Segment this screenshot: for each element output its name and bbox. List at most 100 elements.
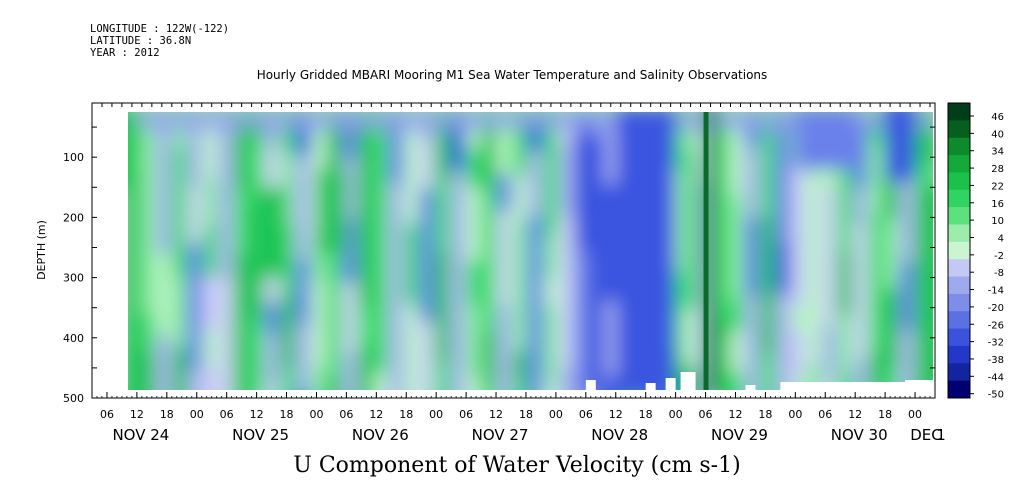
colorbar-swatch bbox=[948, 189, 970, 208]
missing-data bbox=[665, 378, 676, 390]
y-tick-label: 400 bbox=[63, 332, 84, 345]
x-hour-tick-label: 12 bbox=[369, 408, 383, 421]
x-hour-tick-label: 18 bbox=[160, 408, 174, 421]
colorbar-swatch bbox=[948, 293, 970, 312]
x-hour-tick-label: 18 bbox=[280, 408, 294, 421]
x-hour-tick-label: 06 bbox=[699, 408, 713, 421]
missing-data bbox=[780, 382, 906, 390]
x-hour-tick-label: 00 bbox=[190, 408, 204, 421]
variable-label: U Component of Water Velocity (cm s-1) bbox=[293, 453, 741, 478]
x-hour-tick-label: 00 bbox=[309, 408, 323, 421]
jet-stripe bbox=[703, 112, 709, 390]
x-hour-tick-label: 06 bbox=[579, 408, 593, 421]
latitude-label: LATITUDE : 36.8N bbox=[90, 35, 192, 47]
heatmap-region bbox=[705, 112, 716, 390]
colorbar-swatch bbox=[948, 276, 970, 295]
x-day-label: 1 bbox=[936, 426, 946, 444]
colorbar-label: -38 bbox=[988, 355, 1004, 366]
colorbar-label: 22 bbox=[991, 181, 1004, 192]
y-tick-label: 200 bbox=[63, 211, 84, 224]
heatmap-region bbox=[316, 169, 347, 254]
x-hour-tick-label: 06 bbox=[220, 408, 234, 421]
heatmap-cell bbox=[155, 384, 178, 390]
heatmap-blobs bbox=[128, 112, 933, 390]
x-day-label: NOV 24 bbox=[112, 426, 169, 444]
colorbar-swatch bbox=[948, 103, 970, 121]
y-tick-label: 300 bbox=[63, 272, 84, 285]
year-label: YEAR : 2012 bbox=[90, 47, 160, 59]
x-hour-tick-label: 06 bbox=[100, 408, 114, 421]
missing-data bbox=[745, 385, 756, 390]
colorbar-label: 28 bbox=[991, 164, 1004, 175]
heatmap-cell bbox=[744, 378, 766, 390]
y-tick-label: 500 bbox=[63, 392, 84, 405]
heatmap-cell bbox=[295, 389, 317, 390]
x-hour-tick-label: 18 bbox=[519, 408, 533, 421]
x-hour-tick-label: 12 bbox=[728, 408, 742, 421]
colorbar-swatch bbox=[948, 207, 970, 225]
colorbar-label: 10 bbox=[991, 216, 1004, 227]
colorbar-swatch bbox=[948, 241, 970, 260]
y-axis-label: DEPTH (m) bbox=[35, 220, 48, 280]
heatmap-region bbox=[915, 187, 933, 390]
colorbar-swatch bbox=[948, 155, 970, 173]
longitude-label: LONGITUDE : 122W(-122) bbox=[90, 23, 230, 35]
colorbar-swatch bbox=[948, 311, 970, 330]
heatmap-cell bbox=[542, 382, 565, 390]
colorbar-frame bbox=[947, 102, 971, 399]
colorbar-swatch bbox=[948, 224, 970, 243]
heatmap-region bbox=[885, 112, 916, 182]
colorbar-label: -50 bbox=[988, 390, 1004, 401]
colorbar-label: -20 bbox=[988, 303, 1004, 314]
x-day-label: NOV 25 bbox=[232, 426, 289, 444]
plot-frame bbox=[91, 102, 936, 399]
colorbar-label: 40 bbox=[991, 129, 1004, 140]
colorbar-label: -26 bbox=[988, 320, 1004, 331]
colorbar-label: 46 bbox=[991, 112, 1004, 123]
heatmap-cell bbox=[450, 387, 472, 390]
x-hour-tick-label: 18 bbox=[878, 408, 892, 421]
x-hour-tick-label: 12 bbox=[130, 408, 144, 421]
heatmap-region bbox=[615, 112, 676, 390]
x-hour-tick-label: 18 bbox=[758, 408, 772, 421]
x-day-label: DEC bbox=[910, 426, 942, 444]
no-data-left bbox=[93, 104, 128, 398]
colorbar-label: -44 bbox=[988, 372, 1004, 383]
colorbar-label: -32 bbox=[988, 338, 1004, 349]
colorbar-label: -2 bbox=[994, 251, 1004, 262]
x-day-label: NOV 26 bbox=[352, 426, 409, 444]
x-day-label: NOV 29 bbox=[711, 426, 768, 444]
heatmap-region bbox=[795, 112, 856, 170]
colorbar-swatch bbox=[948, 328, 970, 347]
x-hour-tick-label: 00 bbox=[429, 408, 443, 421]
colorbar-swatch bbox=[948, 120, 970, 139]
x-hour-tick-label: 12 bbox=[848, 408, 862, 421]
missing-data bbox=[680, 372, 696, 390]
x-hour-tick-label: 06 bbox=[818, 408, 832, 421]
x-day-label: NOV 28 bbox=[591, 426, 648, 444]
missing-data bbox=[645, 383, 656, 390]
missing-data bbox=[905, 380, 933, 390]
x-hour-tick-label: 00 bbox=[788, 408, 802, 421]
x-hour-tick-label: 18 bbox=[399, 408, 413, 421]
x-hour-tick-label: 00 bbox=[549, 408, 563, 421]
colorbar-swatch bbox=[948, 345, 970, 364]
colorbar-swatch bbox=[948, 380, 970, 399]
colorbar-swatch bbox=[948, 259, 970, 278]
colorbar-swatch bbox=[948, 172, 970, 191]
heatmap-region bbox=[256, 187, 287, 278]
colorbar-label: 16 bbox=[991, 199, 1004, 210]
heatmap-field bbox=[128, 112, 933, 390]
x-hour-tick-label: 12 bbox=[250, 408, 264, 421]
colorbar-swatch bbox=[948, 363, 970, 382]
x-day-label: NOV 30 bbox=[831, 426, 888, 444]
missing-data bbox=[585, 380, 596, 390]
colorbar-label: 4 bbox=[998, 233, 1004, 244]
heatmap-cell bbox=[481, 385, 503, 390]
x-day-label: NOV 27 bbox=[472, 426, 529, 444]
x-hour-tick-label: 12 bbox=[489, 408, 503, 421]
colorbar-swatch bbox=[948, 137, 970, 156]
x-hour-tick-label: 00 bbox=[908, 408, 922, 421]
